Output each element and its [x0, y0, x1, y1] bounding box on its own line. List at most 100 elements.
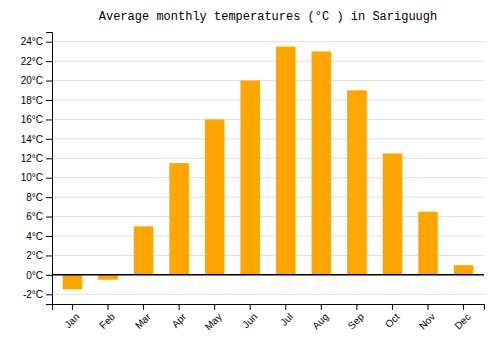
x-tick-mark — [214, 304, 215, 310]
y-tick-label: 22°C — [21, 56, 43, 67]
grid-line — [52, 119, 484, 120]
x-tick: Jul — [278, 304, 295, 328]
bar — [454, 265, 474, 275]
x-tick-label: Dec — [452, 311, 472, 331]
x-tick-mark — [463, 304, 464, 310]
y-tick: 6°C — [26, 211, 52, 222]
x-tick-label: Sep — [346, 311, 367, 332]
y-tick-mark — [46, 81, 52, 82]
x-tick-mark — [72, 304, 73, 310]
x-tick: May — [203, 304, 224, 332]
x-tick-label: May — [203, 311, 224, 332]
x-tick-mark — [321, 304, 322, 310]
grid-line — [52, 138, 484, 139]
chart: -2°C 0°C 2°C 4°C 6°C 8°C 10°C 12°C 14°C 16°C 18°C 2… — [0, 0, 500, 350]
bar — [312, 51, 332, 274]
y-tick-label: 0°C — [26, 270, 43, 281]
bar — [63, 275, 83, 290]
zero-line — [52, 274, 484, 276]
y-tick-mark — [46, 294, 52, 295]
grid-line — [52, 274, 484, 275]
x-tick: Aug — [310, 304, 330, 331]
x-tick: Jun — [240, 304, 259, 330]
x-tick-label: Oct — [383, 311, 402, 330]
x-tick: Sep — [346, 304, 367, 331]
y-tick: 8°C — [26, 192, 52, 203]
y-tick-mark — [46, 197, 52, 198]
y-tick-mark — [46, 236, 52, 237]
y-tick: 20°C — [21, 75, 52, 86]
y-tick-label: 18°C — [21, 95, 43, 106]
grid-line — [52, 294, 484, 295]
y-tick-mark — [46, 119, 52, 120]
grid-line — [52, 177, 484, 178]
y-tick: 18°C — [21, 95, 52, 106]
y-tick: 2°C — [26, 250, 52, 261]
y-tick-mark — [46, 100, 52, 101]
title: Average monthly temperatures (°C ) in Sa… — [99, 10, 437, 24]
y-tick: 24°C — [21, 36, 52, 47]
grid-line — [52, 61, 484, 62]
y-tick: 0°C — [26, 270, 52, 281]
y-tick-label: 20°C — [21, 75, 43, 86]
grid-line — [52, 197, 484, 198]
x-tick-mark — [179, 304, 180, 310]
y-tick: 10°C — [21, 172, 52, 183]
y-tick: 14°C — [21, 134, 52, 145]
x-tick-mark — [428, 304, 429, 310]
grid-line — [52, 100, 484, 101]
x-tick-mark — [285, 304, 286, 310]
x-tick: Feb — [97, 304, 117, 331]
x-tick-label: Jun — [240, 311, 259, 330]
bar — [134, 226, 154, 275]
x-tick-label: Jan — [62, 311, 81, 330]
y-tick-label: 6°C — [26, 211, 43, 222]
x-tick-mark — [108, 304, 109, 310]
x-tick-mark — [143, 304, 144, 310]
grid-line — [52, 41, 484, 42]
x-axis: Jan Feb Mar Apr May Jun Jul Aug Sep Oct Nov Dec — [53, 304, 485, 332]
y-tick-label: -2°C — [23, 289, 43, 300]
x-tick-mark — [356, 304, 357, 310]
bar — [169, 163, 189, 275]
x-tick-label: Jul — [278, 311, 295, 328]
y-tick-mark — [46, 178, 52, 179]
bar — [383, 153, 403, 274]
y-tick-label: 2°C — [26, 250, 43, 261]
x-tick-label: Aug — [310, 311, 330, 331]
x-tick-label: Nov — [417, 311, 437, 331]
y-tick: -2°C — [23, 289, 52, 300]
x-tick-label: Mar — [133, 311, 153, 331]
y-tick-label: 8°C — [26, 192, 43, 203]
y-tick-mark — [46, 217, 52, 218]
x-tick-mark — [392, 304, 393, 310]
y-tick-mark — [46, 139, 52, 140]
x-tick: Nov — [417, 304, 437, 331]
y-tick-mark — [46, 61, 52, 62]
bar — [276, 47, 296, 275]
plot: -2°C 0°C 2°C 4°C 6°C 8°C 10°C 12°C 14°C 16°C 18°C 2… — [21, 33, 485, 333]
x-axis-line — [53, 305, 485, 311]
y-tick-mark — [46, 158, 52, 159]
x-tick-mark — [250, 304, 251, 310]
bar — [418, 212, 438, 275]
y-tick-mark — [46, 275, 52, 276]
y-tick-mark — [46, 255, 52, 256]
y-tick: 22°C — [21, 56, 52, 67]
x-tick: Oct — [383, 304, 402, 330]
x-tick: Jan — [62, 304, 81, 330]
y-tick: 4°C — [26, 231, 52, 242]
bar — [205, 119, 225, 274]
x-tick: Apr — [170, 304, 189, 330]
bars — [52, 47, 484, 290]
y-tick-label: 16°C — [21, 114, 43, 125]
y-tick: 12°C — [21, 153, 52, 164]
bar — [240, 81, 260, 275]
y-tick-label: 12°C — [21, 153, 43, 164]
y-axis-line — [46, 33, 53, 305]
y-tick-mark — [46, 42, 52, 43]
x-tick-label: Feb — [97, 311, 117, 331]
y-tick-label: 10°C — [21, 172, 43, 183]
grid-line — [52, 80, 484, 81]
y-tick-label: 4°C — [26, 231, 43, 242]
